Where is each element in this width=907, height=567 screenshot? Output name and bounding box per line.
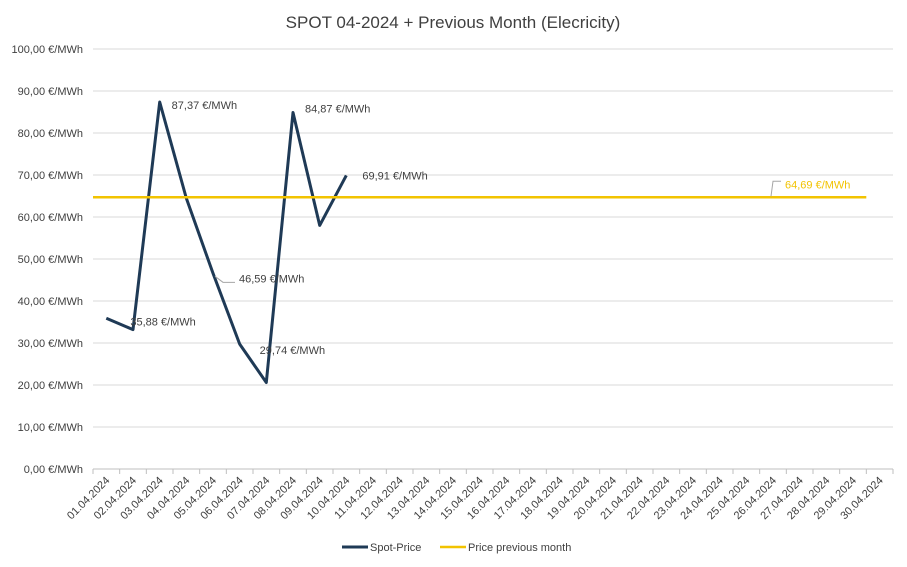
data-label: 29,74 €/MWh: [260, 345, 325, 357]
y-tick-label: 50,00 €/MWh: [18, 254, 83, 266]
data-label: 46,59 €/MWh: [239, 273, 304, 285]
y-tick-label: 90,00 €/MWh: [18, 86, 83, 98]
leader-line: [770, 180, 781, 197]
y-tick-label: 20,00 €/MWh: [18, 380, 83, 392]
y-tick-label: 40,00 €/MWh: [18, 296, 83, 308]
y-tick-label: 70,00 €/MWh: [18, 170, 83, 182]
data-label: 84,87 €/MWh: [305, 104, 370, 116]
y-tick-label: 100,00 €/MWh: [11, 44, 83, 56]
x-axis: 01.04.202402.04.202403.04.202404.04.2024…: [65, 469, 894, 522]
data-label: 69,91 €/MWh: [362, 170, 427, 182]
data-labels: 35,88 €/MWh 87,37 €/MWh 46,59 €/MWh 29,74 €…: [130, 100, 850, 357]
series-line-spot-price: [105, 100, 348, 384]
legend-label: Spot-Price: [370, 542, 421, 554]
data-label: 64,69 €/MWh: [785, 179, 850, 191]
gridlines: [93, 48, 893, 470]
y-tick-label: 10,00 €/MWh: [18, 422, 83, 434]
legend-label: Price previous month: [468, 542, 571, 554]
data-label: 87,37 €/MWh: [172, 100, 237, 112]
y-tick-label: 0,00 €/MWh: [24, 464, 83, 476]
data-label: 35,88 €/MWh: [130, 316, 195, 328]
series-group: [93, 100, 867, 384]
chart-title: SPOT 04-2024 + Previous Month (Elecricit…: [286, 13, 621, 32]
legend: Spot-Price Price previous month: [342, 542, 571, 554]
leader-line: [214, 275, 235, 283]
y-tick-label: 30,00 €/MWh: [18, 338, 83, 350]
y-tick-label: 80,00 €/MWh: [18, 128, 83, 140]
y-tick-label: 60,00 €/MWh: [18, 212, 83, 224]
y-axis: 0,00 €/MWh 10,00 €/MWh 20,00 €/MWh 30,00 €/…: [11, 44, 83, 476]
